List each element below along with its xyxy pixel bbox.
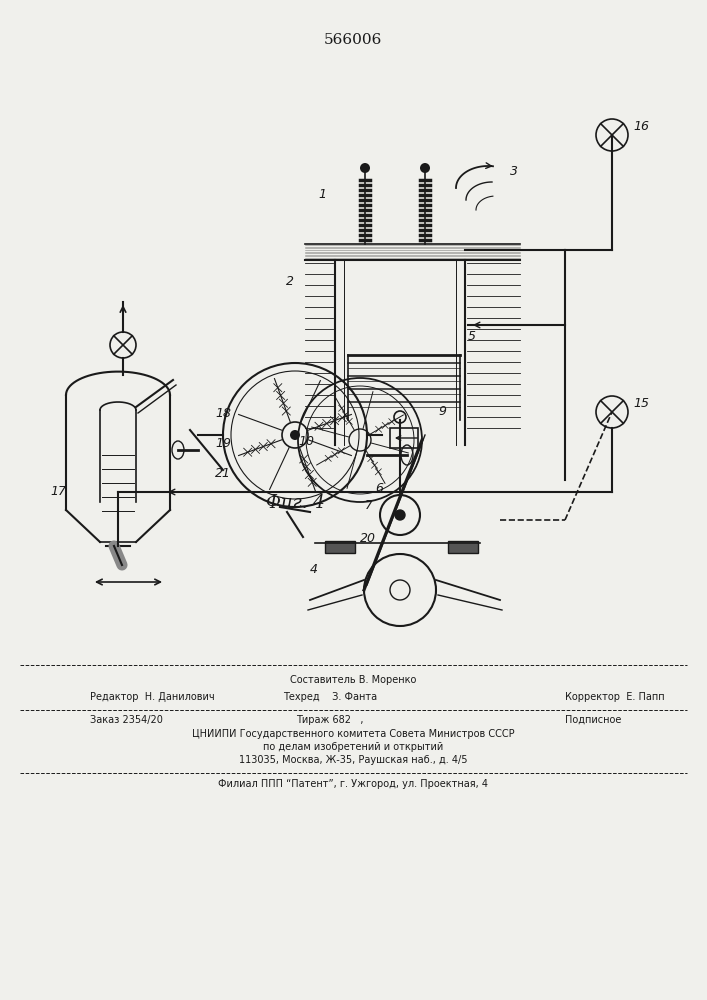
Text: Редактор  Н. Данилович: Редактор Н. Данилович: [90, 692, 215, 702]
Text: 15: 15: [633, 397, 649, 410]
Text: 4: 4: [310, 563, 318, 576]
Circle shape: [360, 163, 370, 173]
Text: Подписное: Подписное: [565, 715, 621, 725]
Text: 7: 7: [365, 499, 373, 512]
Text: 21: 21: [215, 467, 231, 480]
Text: Составитель В. Моренко: Составитель В. Моренко: [290, 675, 416, 685]
Bar: [325, 541, 355, 553]
Text: Тираж 682   ,: Тираж 682 ,: [296, 715, 363, 725]
Text: 19: 19: [215, 437, 231, 450]
Text: по делам изобретений и открытий: по делам изобретений и открытий: [263, 742, 443, 752]
Circle shape: [290, 430, 300, 440]
Text: Техред    З. Фанта: Техред З. Фанта: [283, 692, 377, 702]
Text: 1: 1: [318, 188, 326, 201]
Text: 6: 6: [375, 482, 383, 495]
Text: Корректор  Е. Папп: Корректор Е. Папп: [565, 692, 665, 702]
Text: Заказ 2354/20: Заказ 2354/20: [90, 715, 163, 725]
Text: Фиг. 4: Фиг. 4: [266, 494, 325, 512]
Text: Филиал ППП “Патент”, г. Ужгород, ул. Проектная, 4: Филиал ППП “Патент”, г. Ужгород, ул. Про…: [218, 779, 488, 789]
Bar: [390, 428, 418, 448]
Circle shape: [395, 510, 405, 520]
Text: 113035, Москва, Ж-35, Раушская наб., д. 4/5: 113035, Москва, Ж-35, Раушская наб., д. …: [239, 755, 467, 765]
Text: 9: 9: [438, 405, 446, 418]
Text: 2: 2: [286, 275, 294, 288]
Text: 566006: 566006: [324, 33, 382, 47]
Bar: [448, 541, 478, 553]
Text: 10: 10: [298, 435, 314, 448]
Text: 18: 18: [215, 407, 231, 420]
Text: 3: 3: [510, 165, 518, 178]
Circle shape: [420, 163, 430, 173]
Text: 16: 16: [633, 120, 649, 133]
Text: 5: 5: [468, 330, 476, 343]
Text: 17: 17: [50, 485, 66, 498]
Text: ЦНИИПИ Государственного комитета Совета Министров СССР: ЦНИИПИ Государственного комитета Совета …: [192, 729, 514, 739]
Text: 20: 20: [360, 532, 376, 545]
